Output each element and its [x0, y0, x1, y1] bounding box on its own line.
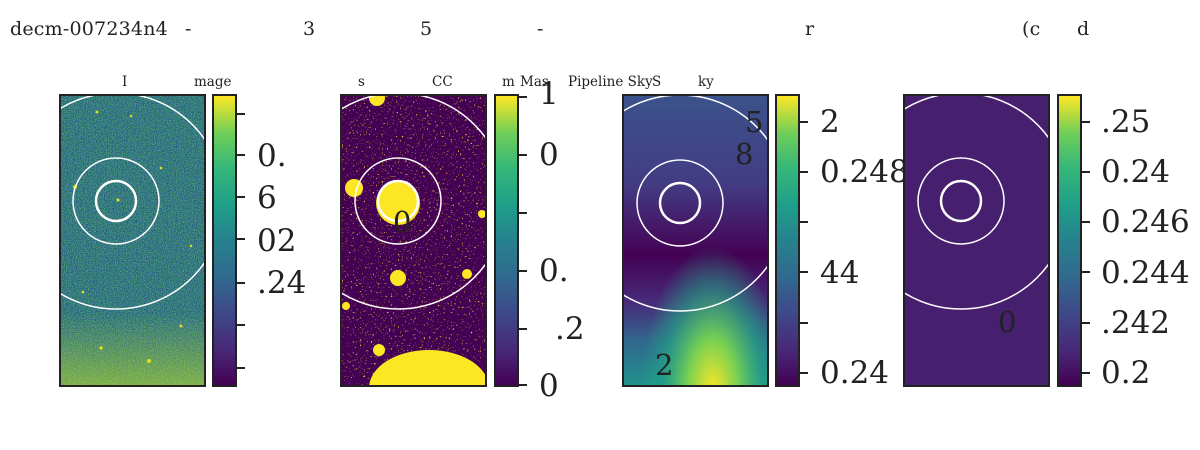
suptitle-fragment: r — [805, 18, 815, 40]
in-image-label: 8 — [735, 137, 754, 171]
in-image-label: 5 — [745, 105, 764, 139]
colorbar-tick — [1082, 221, 1090, 223]
aperture-circle-outer — [905, 96, 1048, 310]
suptitle-fragment: d — [1077, 18, 1090, 40]
panel-title-fragment: S — [652, 74, 662, 90]
sky-heatmap — [905, 96, 1048, 385]
colorbar-tick-label: 0. — [257, 138, 287, 174]
panel-title-fragment: m — [502, 74, 515, 90]
image-heatmap — [61, 96, 204, 385]
colorbar-tick — [800, 121, 808, 123]
colorbar-tick-label: 1 — [539, 76, 559, 112]
colorbar-tick-label: 6 — [257, 180, 277, 216]
panel-title-fragment: s — [358, 74, 365, 90]
colorbar-tick-label: 0.24 — [1101, 154, 1171, 190]
colorbar-tick-label: 02 — [257, 223, 297, 259]
suptitle-fragment: 3 — [303, 18, 316, 40]
aperture-circle-outer — [342, 96, 485, 310]
colorbar-tick-label: 2 — [820, 104, 840, 140]
in-image-label: 0 — [393, 205, 412, 239]
colorbar-tick — [1082, 322, 1090, 324]
aperture-circle-inner — [376, 179, 420, 223]
sky-panel — [903, 94, 1050, 387]
suptitle-fragment: decm-007234n4 — [10, 18, 168, 40]
aperture-circle-inner — [658, 181, 702, 225]
panel-title-fragment: CC — [432, 74, 453, 90]
panel-title-fragment: Pipeline Sky — [568, 74, 653, 90]
sky-colorbar — [1057, 94, 1082, 387]
colorbar-tick — [519, 154, 527, 156]
colorbar-tick-label: 0.244 — [1101, 255, 1190, 291]
mask-colorbar — [494, 94, 519, 387]
pipeline-sky-colorbar — [775, 94, 800, 387]
colorbar-tick — [237, 154, 245, 156]
colorbar-tick-label: 0. — [539, 253, 569, 289]
colorbar-tick — [800, 171, 808, 173]
colorbar-tick — [237, 113, 245, 115]
colorbar-tick — [519, 270, 527, 272]
suptitle-fragment: (c — [1022, 18, 1041, 40]
colorbar-tick — [800, 372, 808, 374]
panel-title-fragment: mage — [194, 74, 232, 90]
colorbar-tick-label: 0.24 — [820, 355, 890, 391]
colorbar-tick — [519, 328, 527, 330]
colorbar-tick — [237, 196, 245, 198]
colorbar-tick-label: 0.2 — [1101, 355, 1151, 391]
colorbar-tick — [800, 271, 808, 273]
colorbar-tick — [237, 282, 245, 284]
colorbar-tick-label: 0.246 — [1101, 204, 1190, 240]
colorbar-tick — [237, 367, 245, 369]
mask-panel — [340, 94, 487, 387]
colorbar-tick — [519, 384, 527, 386]
colorbar-tick — [800, 221, 808, 223]
colorbar-tick-label: 0 — [539, 368, 559, 404]
colorbar-tick-label: .242 — [1101, 305, 1171, 341]
colorbar-tick — [237, 238, 245, 240]
colorbar-tick-label: 44 — [820, 255, 860, 291]
colorbar-tick — [1082, 121, 1090, 123]
aperture-circle-middle — [72, 157, 160, 245]
panel-title-fragment: ky — [698, 74, 714, 90]
colorbar-tick-label: .25 — [1101, 104, 1151, 140]
aperture-circle-middle — [917, 157, 1005, 245]
colorbar-tick — [800, 322, 808, 324]
colorbar-tick-label: .2 — [555, 311, 585, 347]
image-colorbar — [212, 94, 237, 387]
aperture-circle-outer — [61, 96, 204, 310]
colorbar-tick — [1082, 171, 1090, 173]
colorbar-tick-label: 0.248 — [820, 154, 909, 190]
colorbar-tick — [1082, 271, 1090, 273]
colorbar-tick — [519, 96, 527, 98]
colorbar-tick — [1082, 372, 1090, 374]
aperture-circle-inner — [939, 179, 983, 223]
aperture-circle-middle — [636, 159, 724, 247]
aperture-circle-outer — [624, 96, 767, 312]
in-image-label: 0 — [998, 305, 1017, 339]
panel-title-fragment: I — [122, 74, 128, 90]
colorbar-tick-label: .24 — [257, 265, 307, 301]
colorbar-tick-label: 0 — [539, 137, 559, 173]
image-panel — [59, 94, 206, 387]
suptitle-fragment: 5 — [420, 18, 433, 40]
pipeline-sky-panel — [622, 94, 769, 387]
panel-title-fragment: Mas — [520, 74, 549, 90]
in-image-label: 2 — [655, 348, 674, 382]
colorbar-tick — [519, 212, 527, 214]
aperture-circle-middle — [354, 157, 442, 245]
suptitle-fragment: - — [537, 18, 544, 40]
colorbar-tick — [237, 324, 245, 326]
aperture-circle-inner — [94, 179, 138, 223]
pipeline-sky-heatmap — [624, 96, 767, 385]
suptitle-fragment: - — [185, 18, 192, 40]
mask-heatmap — [342, 96, 485, 385]
